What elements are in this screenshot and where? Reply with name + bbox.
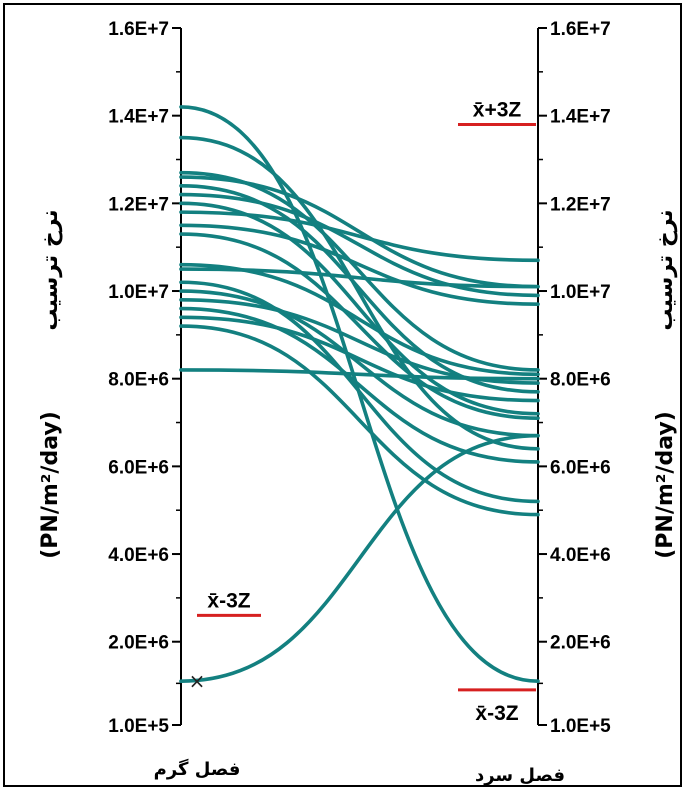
cross-marker: × — [189, 669, 206, 693]
series-line — [179, 175, 540, 289]
category-label-warm: فصل گرم — [154, 758, 241, 780]
series-line — [179, 433, 540, 683]
left-tick-label: 8.0E+6 — [108, 370, 169, 391]
right-axis-label: نرخ ترسیب — [653, 209, 678, 330]
left-axis-label: نرخ ترسیب — [38, 209, 63, 330]
right-tick-label: 1.0E+7 — [550, 282, 611, 303]
series-line — [179, 315, 540, 403]
right-tick-label: 8.0E+6 — [550, 370, 611, 391]
reference-lines: x̄-3Z x̄+3Z x̄-3Z — [197, 98, 536, 725]
right-axis-title: (PN/m²/day) نرخ ترسیب — [653, 209, 678, 558]
left-tick-label: 1.6E+7 — [108, 19, 169, 40]
tick-labels: 1.0E+5 1.0E+5 2.0E+6 2.0E+6 4.0E+6 4.0E+6 6.0E… — [108, 19, 611, 737]
right-axis-unit: (PN/m²/day) — [653, 411, 678, 559]
right-tick-label: 1.2E+7 — [550, 194, 611, 215]
reference-line-label: x̄-3Z — [475, 702, 518, 725]
right-tick-label: 1.4E+7 — [550, 107, 611, 128]
left-tick-label: 4.0E+6 — [108, 545, 169, 566]
tick-marks — [172, 27, 547, 726]
left-tick-label: 1.0E+5 — [108, 716, 169, 737]
left-tick-label: 1.0E+7 — [108, 282, 169, 303]
series-line — [179, 324, 540, 517]
left-tick-label: 2.0E+6 — [108, 633, 169, 654]
marker: × — [189, 669, 206, 693]
left-tick-label: 1.2E+7 — [108, 194, 169, 215]
right-tick-label: 1.0E+5 — [550, 716, 611, 737]
left-axis-unit: (PN/m²/day) — [38, 411, 63, 559]
series-line — [179, 289, 540, 438]
series-lines — [179, 105, 540, 683]
series-line — [179, 368, 540, 381]
left-tick-label: 6.0E+6 — [108, 457, 169, 478]
axes — [180, 28, 539, 725]
right-tick-label: 6.0E+6 — [550, 457, 611, 478]
series-line — [179, 280, 540, 504]
series-line — [179, 232, 540, 420]
reference-line-label: x̄+3Z — [473, 98, 522, 121]
reference-line-label: x̄-3Z — [207, 589, 250, 612]
right-tick-label: 4.0E+6 — [550, 545, 611, 566]
series-line — [179, 210, 540, 263]
series-line — [179, 184, 540, 394]
category-label-cold: فصل سرد — [475, 765, 565, 786]
right-tick-label: 2.0E+6 — [550, 633, 611, 654]
series-line — [179, 223, 540, 306]
right-tick-label: 1.6E+7 — [550, 19, 611, 40]
series-line — [179, 306, 540, 464]
left-axis-title: (PN/m²/day) نرخ ترسیب — [38, 209, 63, 558]
chart-frame — [3, 3, 682, 787]
series-line — [179, 192, 540, 298]
series-line — [179, 267, 540, 289]
series-line — [179, 135, 540, 451]
left-tick-label: 1.4E+7 — [108, 107, 169, 128]
